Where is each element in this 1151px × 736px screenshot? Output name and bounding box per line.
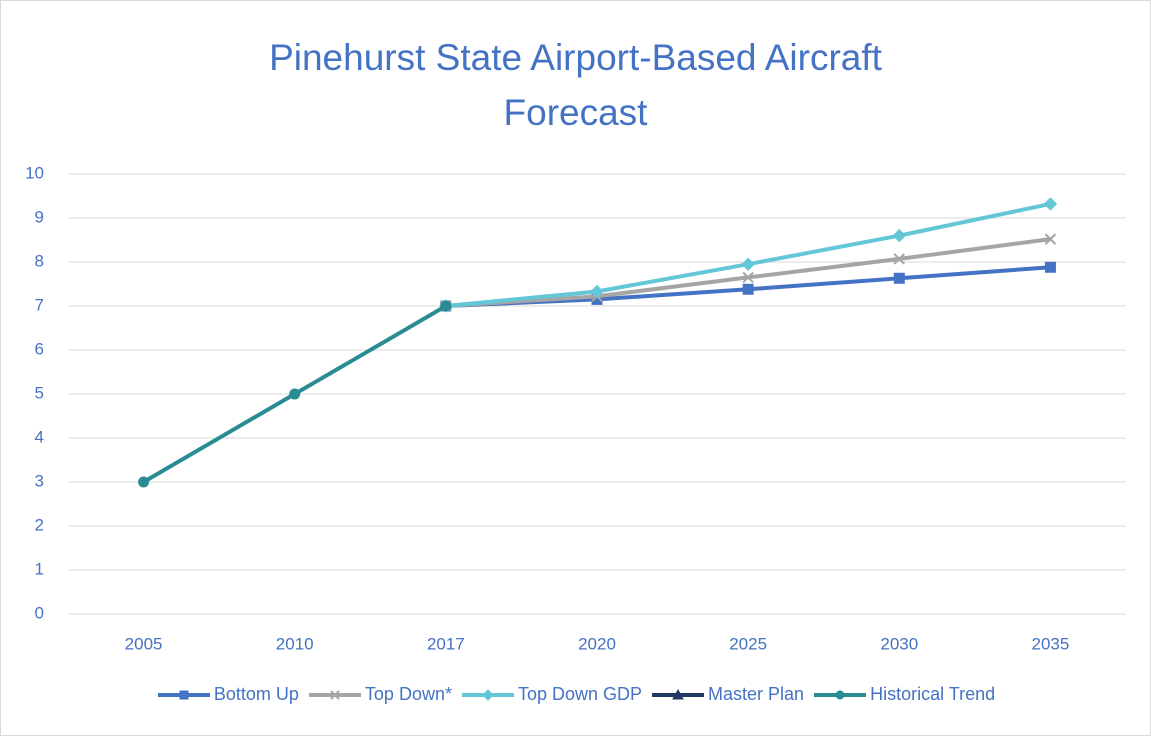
y-tick-label: 10	[25, 163, 44, 182]
y-tick-label: 4	[35, 427, 44, 446]
marker	[893, 253, 905, 265]
marker	[892, 228, 906, 243]
x-tick-label: 2017	[427, 634, 465, 653]
marker	[440, 300, 452, 312]
legend-item: Top Down GDP	[460, 684, 642, 705]
marker	[179, 690, 189, 699]
marker	[672, 688, 684, 699]
marker	[741, 257, 755, 271]
legend-swatch	[652, 688, 705, 699]
marker	[835, 690, 845, 699]
marker	[330, 689, 340, 700]
legend-label: Top Down*	[364, 684, 452, 704]
legend-item: Bottom Up	[156, 684, 299, 705]
legend-swatch	[814, 690, 867, 699]
y-tick-label: 5	[35, 383, 44, 402]
x-tick-label: 2035	[1032, 634, 1070, 653]
x-tick-label: 2020	[578, 634, 616, 653]
marker	[590, 284, 604, 299]
marker	[1044, 261, 1056, 273]
y-tick-label: 7	[35, 295, 44, 314]
legend-label: Bottom Up	[213, 684, 299, 704]
marker	[893, 272, 905, 284]
marker	[1044, 233, 1057, 245]
y-tick-label: 0	[35, 603, 44, 622]
legend-swatch	[157, 690, 210, 699]
x-tick-label: 2010	[276, 634, 314, 653]
x-tick-label: 2030	[880, 634, 918, 653]
legend-swatch	[308, 689, 361, 700]
legend: Bottom Up Top Down* Top Down GDP Master Pla…	[0, 684, 1151, 705]
y-tick-label: 6	[35, 339, 44, 358]
marker	[1043, 197, 1058, 211]
legend-item: Historical Trend	[812, 684, 995, 705]
legend-label: Historical Trend	[870, 684, 996, 704]
legend-item: Master Plan	[650, 684, 804, 705]
y-tick-label: 2	[35, 515, 44, 534]
marker	[138, 476, 150, 488]
marker	[482, 688, 494, 701]
marker	[742, 283, 754, 295]
legend-swatch	[461, 688, 514, 701]
legend-item: Top Down*	[307, 684, 452, 705]
x-tick-label: 2025	[729, 634, 767, 653]
legend-label: Top Down GDP	[517, 684, 643, 704]
y-tick-label: 1	[35, 559, 44, 578]
x-tick-label: 2005	[125, 634, 163, 653]
y-tick-label: 9	[35, 207, 44, 226]
legend-label: Master Plan	[708, 684, 805, 704]
marker	[742, 271, 754, 284]
y-tick-label: 8	[35, 251, 44, 270]
y-tick-label: 3	[35, 471, 44, 490]
marker	[289, 388, 301, 400]
